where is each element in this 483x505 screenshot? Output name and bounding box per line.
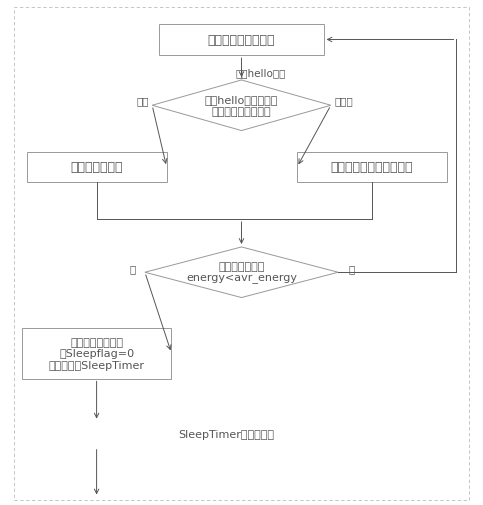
Bar: [159, 25, 324, 56]
Text: 是: 是: [130, 264, 136, 274]
Text: 更新邻居表信息: 更新邻居表信息: [71, 161, 123, 174]
Text: 是否满足不等式
energy<avr_energy: 是否满足不等式 energy<avr_energy: [186, 262, 297, 284]
Text: 否: 否: [349, 264, 355, 274]
Text: 不存在: 不存在: [335, 96, 353, 106]
Bar: [27, 153, 167, 183]
Bar: [297, 153, 447, 183]
Text: 发送hello报文的节点
是否存在于邻居表中: 发送hello报文的节点 是否存在于邻居表中: [205, 95, 278, 117]
Text: 节点进入休眠状态
置Sleepflag=0
开启计时器SleepTimer: 节点进入休眠状态 置Sleepflag=0 开启计时器SleepTimer: [49, 337, 144, 370]
Polygon shape: [145, 247, 338, 298]
Text: 处于工作状态的节点: 处于工作状态的节点: [208, 34, 275, 47]
Text: SleepTimer计时器溢出: SleepTimer计时器溢出: [179, 429, 275, 439]
Bar: [22, 328, 171, 379]
Text: 存在: 存在: [136, 96, 149, 106]
Polygon shape: [152, 81, 331, 131]
Text: 将新邻居插入到邻居表中: 将新邻居插入到邻居表中: [331, 161, 413, 174]
Text: 收到hello报文: 收到hello报文: [236, 68, 286, 78]
